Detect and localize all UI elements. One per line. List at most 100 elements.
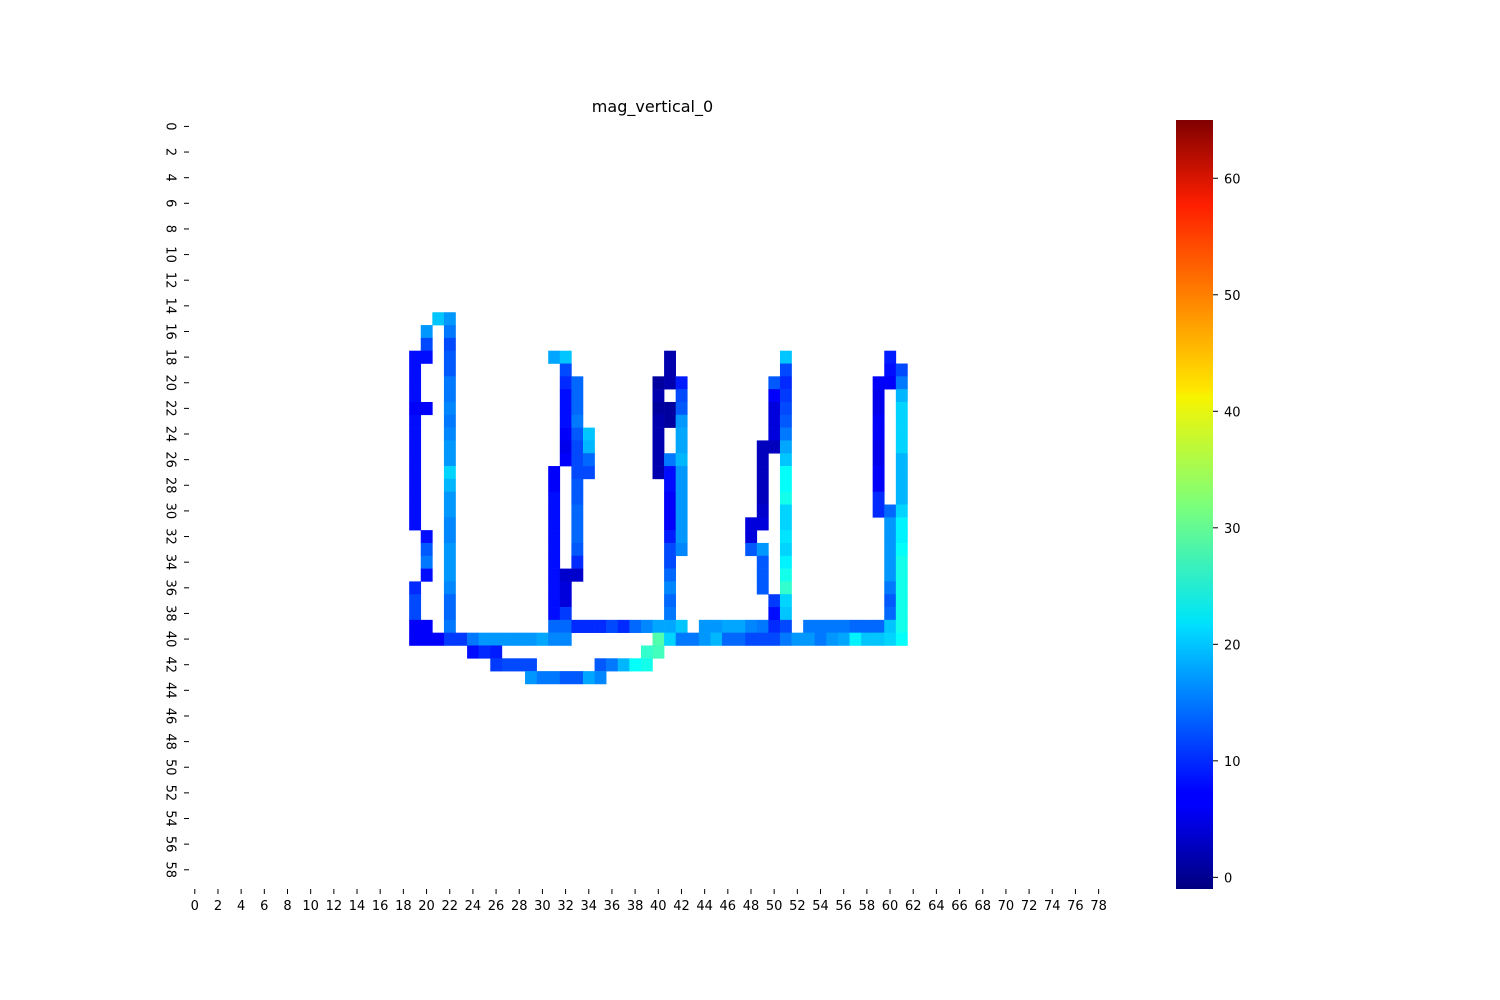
x-tick-label: 6	[260, 899, 268, 914]
heatmap-cell	[629, 619, 642, 633]
heatmap-cell	[779, 427, 792, 441]
colorbar-tick-label: 50	[1224, 289, 1241, 304]
heatmap-cell	[664, 632, 676, 646]
heatmap-cell	[768, 401, 781, 416]
heatmap-cell	[768, 414, 781, 428]
x-tick-label: 38	[627, 899, 644, 914]
heatmap-cell	[768, 632, 781, 646]
heatmap-cell	[652, 427, 665, 441]
colorbar-tick-label: 30	[1224, 522, 1241, 537]
heatmap-cell	[779, 542, 792, 557]
heatmap-cell	[779, 581, 792, 595]
heatmap-cell	[826, 632, 839, 646]
heatmap-cell	[895, 427, 908, 441]
x-tick-label: 22	[441, 899, 458, 914]
x-tick-label: 54	[812, 899, 829, 914]
x-tick-label: 78	[1090, 899, 1107, 914]
heatmap-cell	[675, 466, 688, 480]
heatmap-cell	[722, 619, 734, 633]
heatmap-cell	[606, 619, 619, 633]
heatmap-cell	[559, 401, 572, 416]
heatmap-cell	[849, 619, 862, 633]
heatmap-cell	[895, 594, 908, 608]
heatmap-cell	[640, 645, 653, 659]
heatmap-cell	[895, 568, 908, 582]
heatmap-cell	[443, 581, 456, 595]
heatmap-cell	[884, 542, 897, 557]
x-tick-label: 10	[302, 899, 319, 914]
chart-title: mag_vertical_0	[592, 97, 713, 117]
heatmap-cell	[548, 491, 561, 505]
y-tick-label: 22	[163, 400, 178, 417]
heatmap-cell	[571, 517, 584, 531]
heatmap-cell	[756, 453, 769, 467]
x-tick-label: 40	[650, 899, 667, 914]
heatmap-cell	[548, 466, 561, 480]
heatmap-cell	[664, 478, 676, 492]
heatmap-cell	[652, 645, 665, 659]
heatmap-cell	[779, 453, 792, 467]
heatmap-cell	[571, 671, 584, 685]
heatmap-cell	[779, 517, 792, 531]
heatmap-cell	[443, 542, 456, 557]
heatmap-cell	[513, 658, 526, 672]
heatmap-cell	[617, 658, 630, 672]
x-tick-label: 74	[1044, 899, 1061, 914]
y-tick-label: 8	[163, 225, 178, 233]
heatmap-cell	[756, 619, 769, 633]
heatmap-cell	[675, 376, 688, 390]
heatmap-cell	[548, 568, 561, 582]
colorbar-tick-label: 20	[1224, 638, 1241, 653]
heatmap-cell	[525, 658, 537, 672]
heatmap-cell	[756, 581, 769, 595]
heatmap-cell	[559, 414, 572, 428]
x-tick-label: 18	[395, 899, 412, 914]
heatmap-cell	[559, 389, 572, 403]
x-tick-label: 12	[326, 899, 343, 914]
heatmap-cell	[756, 466, 769, 480]
y-tick-label: 52	[163, 785, 178, 802]
heatmap-cell	[895, 478, 908, 492]
heatmap-cell	[756, 504, 769, 518]
x-tick-label: 62	[905, 899, 922, 914]
y-tick-label: 54	[163, 810, 178, 827]
heatmap-cell	[768, 389, 781, 403]
heatmap-cell	[675, 401, 688, 416]
heatmap-cell	[409, 389, 422, 403]
heatmap-cell	[432, 632, 445, 646]
heatmap-cell	[745, 530, 758, 544]
heatmap-cell	[803, 619, 816, 633]
heatmap-cell	[895, 542, 908, 557]
heatmap-cell	[559, 632, 572, 646]
heatmap-cell	[594, 658, 607, 672]
heatmap-cell	[664, 607, 676, 621]
heatmap-cell	[559, 363, 572, 377]
heatmap-cell	[884, 350, 897, 364]
heatmap-cell	[664, 491, 676, 505]
heatmap-cell	[409, 466, 422, 480]
x-tick-label: 48	[743, 899, 760, 914]
heatmap-cell	[571, 504, 584, 518]
heatmap-cell	[548, 594, 561, 608]
heatmap-cell	[884, 607, 897, 621]
heatmap-cell	[675, 389, 688, 403]
y-tick-label: 20	[163, 374, 178, 391]
x-tick-label: 58	[859, 899, 876, 914]
heatmap-cell	[779, 491, 792, 505]
heatmap-cell	[814, 632, 827, 646]
y-tick-label: 40	[163, 631, 178, 648]
heatmap-cell	[571, 401, 584, 416]
heatmap-cell	[490, 658, 503, 672]
heatmap-cell	[664, 401, 676, 416]
heatmap-cell	[710, 632, 723, 646]
heatmap-cell	[895, 607, 908, 621]
heatmap-cell	[756, 555, 769, 569]
heatmap-cell	[501, 658, 514, 672]
heatmap-cell	[895, 453, 908, 467]
heatmap-cell	[779, 401, 792, 416]
heatmap-cell	[664, 453, 676, 467]
heatmap-cell	[803, 632, 816, 646]
heatmap-cell	[675, 427, 688, 441]
heatmap-cell	[768, 376, 781, 390]
y-tick-label: 10	[162, 246, 177, 263]
